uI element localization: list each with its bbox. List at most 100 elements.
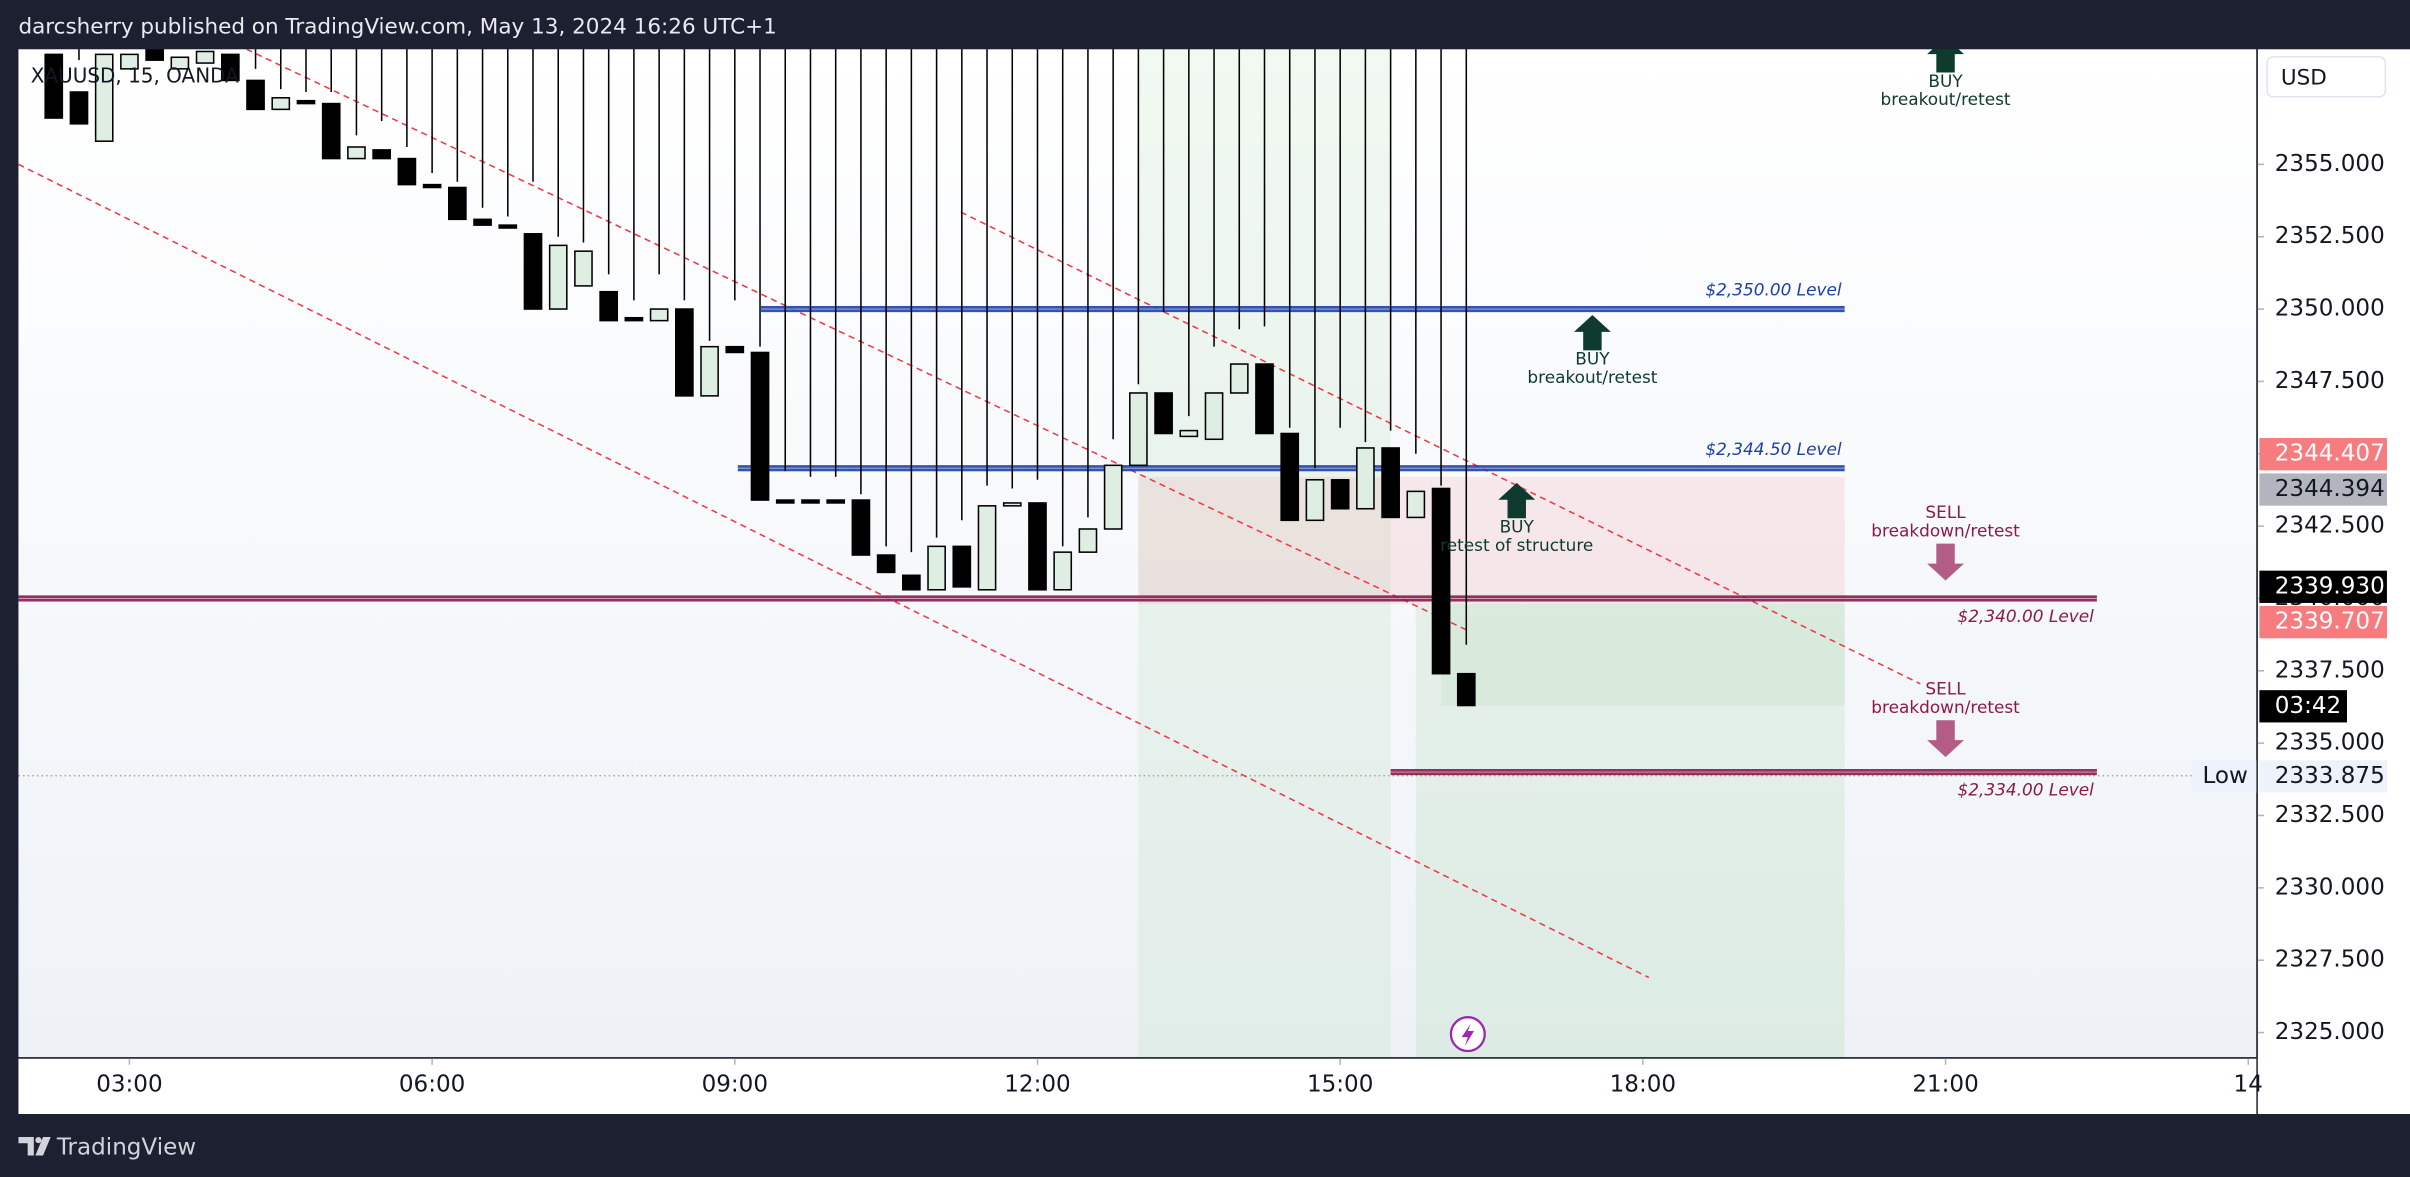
candle-body — [574, 250, 593, 287]
currency-button[interactable] — [2266, 56, 2387, 98]
candle-body — [473, 218, 492, 226]
price-label-box — [2259, 473, 2387, 506]
price-label-box — [2259, 606, 2387, 639]
x-tick-label: 06:00 — [399, 1071, 465, 1097]
x-tick-label: 18:00 — [1610, 1071, 1676, 1097]
countdown: 03:42 — [2275, 693, 2341, 719]
candle-body — [1179, 429, 1199, 438]
logo-dot — [35, 1137, 42, 1144]
low-label-box — [2259, 760, 2387, 793]
candle-body — [1280, 432, 1300, 522]
level-label: $2,350.00 Level — [1705, 280, 1842, 300]
low-name: Low — [2203, 763, 2248, 789]
x-tick-label: 21:00 — [1912, 1071, 1978, 1097]
x-tick-label: 03:00 — [96, 1071, 162, 1097]
zone — [1415, 604, 1845, 1058]
candle-body — [876, 554, 896, 574]
candle-body — [851, 499, 871, 556]
candle-body — [1129, 392, 1148, 467]
header-text: darcsherry published on TradingView.com,… — [18, 15, 776, 40]
candle-body — [750, 351, 770, 501]
candle-body — [1255, 363, 1274, 435]
candle-body — [952, 545, 972, 588]
candle-body — [649, 308, 669, 322]
annotation-arrow — [1927, 543, 1964, 581]
x-tick-label: 12:00 — [1004, 1071, 1070, 1097]
time-axis — [18, 1058, 2258, 1115]
trendline — [18, 163, 1650, 979]
symbol-label: XAUUSD, 15, OANDA — [31, 63, 239, 87]
candle-body — [321, 102, 341, 160]
annotation-text: BUY — [1575, 349, 1610, 369]
zone — [1441, 604, 1845, 706]
annotation-text: BUY — [1500, 516, 1535, 536]
candle-body — [548, 244, 568, 310]
price-label-box — [2259, 438, 2387, 471]
annotation-text: breakdown/retest — [1871, 697, 2020, 717]
logo-mark — [35, 1137, 51, 1156]
trendline — [960, 211, 1921, 685]
candle-body — [347, 146, 366, 160]
logo — [18, 1137, 51, 1156]
annotation-text: breakdown/retest — [1871, 520, 2020, 540]
candle-body — [1456, 672, 1476, 707]
lightning-bolt[interactable] — [1461, 1023, 1474, 1047]
top-bar — [0, 0, 2410, 50]
annotation-arrow — [1498, 482, 1536, 519]
candle-body — [725, 345, 745, 354]
level-label: $2,344.50 Level — [1705, 439, 1842, 459]
candle-body — [1381, 447, 1400, 519]
candle-body — [271, 97, 291, 111]
candle-body — [977, 505, 997, 591]
price-label: 2339.930 — [2275, 573, 2385, 599]
candle-body — [422, 183, 442, 189]
candle-body — [246, 79, 265, 111]
lightning-icon[interactable] — [1449, 1016, 1486, 1053]
y-tick-label: 2337.500 — [2275, 657, 2385, 683]
annotation-text: BUY — [1928, 71, 1963, 91]
annotation-text: breakout/retest — [1527, 367, 1657, 387]
candle-body — [1028, 502, 1047, 591]
y-tick-label: 2325.000 — [2275, 1019, 2385, 1045]
candle-body — [1406, 490, 1426, 519]
x-tick-label: 14 — [2234, 1071, 2263, 1097]
candle-body — [1330, 479, 1350, 510]
annotation-text: breakout/retest — [1881, 89, 2011, 109]
price-label: 2344.407 — [2275, 441, 2385, 467]
y-tick-label: 2352.500 — [2275, 223, 2385, 249]
candle-body — [1229, 363, 1249, 394]
countdown-box — [2259, 690, 2347, 723]
price-label: 2344.394 — [2275, 476, 2385, 502]
logo-mark — [18, 1137, 34, 1156]
candle-body — [624, 316, 644, 322]
candle-body — [498, 224, 518, 229]
y-tick-label: 2350.000 — [2275, 296, 2385, 322]
y-tick-label: 2330.000 — [2275, 874, 2385, 900]
candle-body — [675, 308, 694, 397]
candle-body — [775, 499, 795, 504]
candle-body — [826, 499, 846, 504]
zone — [1138, 476, 1845, 605]
annotation-text: SELL — [1925, 502, 1966, 522]
footer-brand: TradingView — [56, 1134, 196, 1160]
annotation-arrow — [1573, 315, 1611, 351]
candle-body — [1053, 551, 1073, 591]
y-tick-label: 2335.000 — [2275, 730, 2385, 756]
candle-body — [145, 49, 164, 61]
candle-body — [801, 499, 820, 504]
candle-body — [372, 149, 392, 160]
low-label: 2333.875 — [2275, 763, 2385, 789]
candle-body — [1204, 392, 1224, 441]
candle-body — [447, 186, 467, 221]
candle-body — [523, 233, 543, 310]
currency-label[interactable]: USD — [2281, 65, 2327, 90]
level-label: $2,340.00 Level — [1958, 606, 2095, 626]
candle-body — [170, 56, 190, 70]
annotation-text: SELL — [1925, 678, 1966, 698]
plot — [18, 49, 2257, 1058]
candle-body — [1154, 392, 1173, 435]
candle-body — [599, 290, 619, 322]
candle-body — [1103, 464, 1123, 530]
candle-body — [44, 53, 64, 119]
candle-body — [1431, 487, 1451, 675]
